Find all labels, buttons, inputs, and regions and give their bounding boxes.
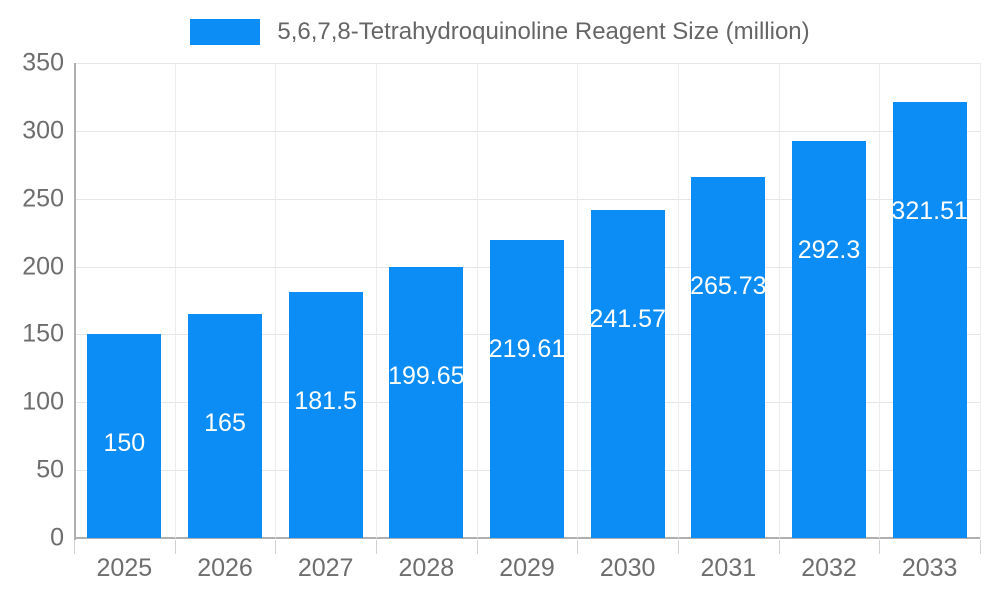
x-axis-tick-mark	[175, 540, 176, 554]
bar-value-label: 219.61	[488, 334, 566, 363]
bar[interactable]	[389, 267, 464, 538]
y-axis-tick-label: 50	[36, 455, 64, 484]
gridline-horizontal	[74, 537, 980, 539]
bar[interactable]	[892, 101, 967, 538]
gridline-horizontal	[74, 63, 980, 64]
x-axis-tick-mark	[577, 540, 578, 554]
bar-value-label: 321.51	[891, 196, 968, 225]
x-axis-tick-label: 2030	[599, 554, 656, 582]
bar[interactable]	[188, 314, 262, 538]
x-axis-tick-mark	[678, 540, 679, 554]
bar[interactable]	[490, 239, 564, 538]
x-axis-tick-label: 2026	[197, 554, 253, 582]
bar[interactable]	[792, 141, 866, 538]
gridline-horizontal	[74, 130, 980, 132]
legend-label: 5,6,7,8-Tetrahydroquinoline Reagent Size…	[277, 17, 810, 45]
gridline-vertical	[980, 63, 981, 538]
y-axis-tick-label: 150	[22, 319, 64, 348]
bar[interactable]	[691, 177, 766, 538]
x-axis-tick-label: 2025	[96, 554, 153, 582]
gridline-vertical	[376, 63, 377, 538]
gridline-vertical	[275, 63, 276, 538]
bar-value-label: 199.65	[388, 362, 465, 391]
bar[interactable]	[288, 291, 363, 538]
plot-area: 150 165 181.5 199.65 219.61 241.57 265.73 292.3…	[74, 63, 981, 539]
bar-value-label: 165	[204, 409, 246, 438]
y-axis-tick-label: 200	[22, 252, 64, 281]
bar[interactable]	[590, 210, 665, 538]
x-axis-labels: 2025 2026 2027 2028 2029 2030 2031 2032 2033	[74, 556, 980, 596]
y-axis-tick-label: 300	[22, 116, 64, 145]
gridline-vertical	[879, 63, 880, 538]
x-axis-tick-label: 2027	[297, 554, 354, 582]
y-axis-tick-label: 250	[22, 184, 64, 213]
x-axis-tick-label: 2032	[801, 554, 857, 582]
y-axis-labels: 0 50 100 150 200 250 300 350	[0, 0, 64, 600]
bar-value-label: 150	[103, 429, 146, 458]
bar[interactable]	[87, 334, 162, 538]
gridline-vertical	[678, 63, 679, 538]
legend-color-swatch	[190, 18, 261, 45]
y-axis-tick-label: 100	[22, 387, 64, 416]
x-axis-tick-mark	[74, 540, 75, 554]
bar-value-label: 265.73	[690, 272, 767, 301]
x-axis-tick-label: 2031	[700, 554, 757, 582]
gridline-horizontal	[74, 198, 980, 200]
gridline-vertical	[779, 63, 780, 538]
x-axis-tick-mark	[275, 540, 276, 554]
bar-value-label: 241.57	[589, 305, 666, 334]
y-axis-line	[74, 63, 76, 540]
x-axis-tick-mark	[980, 540, 981, 554]
x-axis-tick-mark	[477, 540, 478, 554]
legend-item-reagent-size[interactable]: 5,6,7,8-Tetrahydroquinoline Reagent Size…	[190, 17, 810, 45]
x-axis-tick-mark	[879, 540, 880, 554]
x-axis-tick-mark	[779, 540, 780, 554]
bar-value-label: 181.5	[294, 386, 357, 415]
x-axis-tick-label: 2033	[901, 554, 958, 582]
y-axis-tick-label: 0	[50, 523, 64, 552]
x-axis-tick-label: 2028	[398, 554, 455, 582]
y-axis-tick-label: 350	[22, 48, 64, 77]
x-axis-tick-label: 2029	[499, 554, 555, 582]
bar-value-label: 292.3	[797, 236, 861, 265]
gridline-vertical	[175, 63, 176, 538]
x-axis-tick-mark	[376, 540, 377, 554]
chart-legend: 5,6,7,8-Tetrahydroquinoline Reagent Size…	[0, 0, 1000, 63]
gridline-vertical	[477, 63, 478, 538]
gridline-vertical	[577, 63, 578, 538]
